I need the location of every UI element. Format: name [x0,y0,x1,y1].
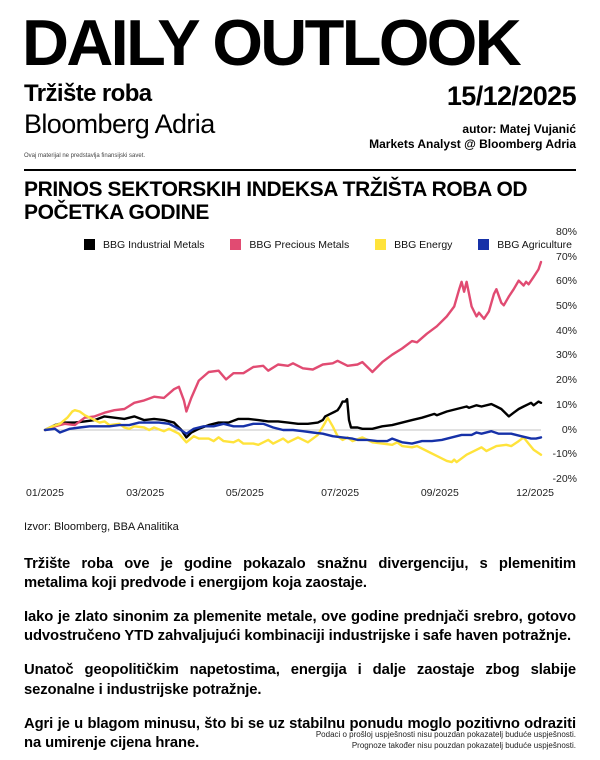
brand-name: Bloomberg Adria [24,109,215,140]
x-tick-label: 07/2025 [321,486,360,499]
series-line-bbg-precious-metals [43,260,543,431]
y-tick-label: 50% [555,300,577,313]
header-right: 15/12/2025 autor: Matej Vujanić Markets … [369,81,576,151]
legend-swatch-agriculture-icon [478,239,490,251]
header-divider [24,169,576,172]
footer-line-2: Prognoze također nisu pouzdan pokazatelj… [351,741,576,751]
x-tick-label: 03/2025 [126,486,165,499]
edition-subtitle: Tržište roba [24,80,152,107]
header-left: Tržište roba Bloomberg Adria Ovaj materi… [24,81,215,159]
legend-item-industrial-metals: BBG Industrial Metals [84,239,205,251]
legend-label: BBG Precious Metals [249,238,350,251]
y-tick-label: 40% [555,324,577,337]
legend-swatch-precious-metals-icon [230,239,242,251]
y-tick-label: -10% [552,448,577,461]
y-tick-label: 10% [555,398,577,411]
y-tick-label: 0% [561,423,577,436]
issue-date: 15/12/2025 [446,81,577,111]
y-tick-label: -20% [552,472,577,485]
body-copy: Tržište roba ove je godine pokazalo snaž… [24,555,576,754]
y-tick-label: 20% [555,374,577,387]
paragraph-energy: Unatoč geopolitičkim napetostima, energi… [24,662,576,698]
author-role: Markets Analyst @ Bloomberg Adria [369,137,576,151]
y-tick-label: 70% [555,250,577,263]
chart-source: Izvor: Bloomberg, BBA Analitika [24,520,179,533]
header-meta-row: Tržište roba Bloomberg Adria Ovaj materi… [24,81,577,159]
legend-item-energy: BBG Energy [375,239,452,251]
legend-swatch-energy-icon [375,239,387,251]
x-tick-label: 09/2025 [420,486,459,499]
paragraph-agri: Agri je u blagom minusu, što bi se uz st… [24,715,576,752]
footer-disclaimer: Podaci o prošloj uspješnosti nisu pouzda… [316,730,576,752]
y-tick-label: 30% [555,349,577,362]
paragraph-silver: Iako je zlato sinonim za plemenite metal… [24,609,576,645]
x-tick-label: 12/2025 [516,486,555,499]
x-tick-label: 01/2025 [26,486,64,499]
legend-label: BBG Agriculture [497,238,572,251]
newsletter-page: { "header": { "title": "DAILY OUTLOOK", … [0,10,600,760]
x-tick-label: 05/2025 [225,486,264,499]
series-line-bbg-agriculture [43,420,543,445]
y-axis-labels: 80% 70% 60% 50% 40% 30% 20% 10% 0% -10% -20% [0,225,577,485]
footer-line-1: Podaci o prošloj uspješnosti nisu pouzda… [315,730,576,740]
chart-canvas [43,260,543,463]
legend-item-agriculture: BBG Agriculture [478,239,572,251]
series-line-bbg-industrial-metals [43,397,543,439]
legend-swatch-industrial-metals-icon [84,239,95,251]
chart-block: BBG Industrial Metals BBG Precious Metal… [0,225,600,507]
y-tick-label: 80% [555,225,577,238]
chart-title: PRINOS SEKTORSKIH INDEKSA TRŽIŠTA ROBA O… [24,178,528,224]
page-title: DAILY OUTLOOK [22,6,522,79]
legend-label: BBG Energy [394,238,453,251]
paragraph-divergence: Tržište roba ove je godine pokazalo snaž… [24,555,576,591]
author-name: autor: Matej Vujanić [462,122,576,136]
mini-disclaimer: Ovaj materijal ne predstavlja finansijsk… [24,153,146,160]
legend-label: BBG Industrial Metals [103,238,205,251]
y-tick-label: 60% [555,275,577,288]
legend-item-precious-metals: BBG Precious Metals [230,239,349,251]
chart-legend: BBG Industrial Metals BBG Precious Metal… [84,239,572,251]
x-axis-labels: 01/2025 03/2025 05/2025 07/2025 09/2025 12/20… [0,487,600,503]
